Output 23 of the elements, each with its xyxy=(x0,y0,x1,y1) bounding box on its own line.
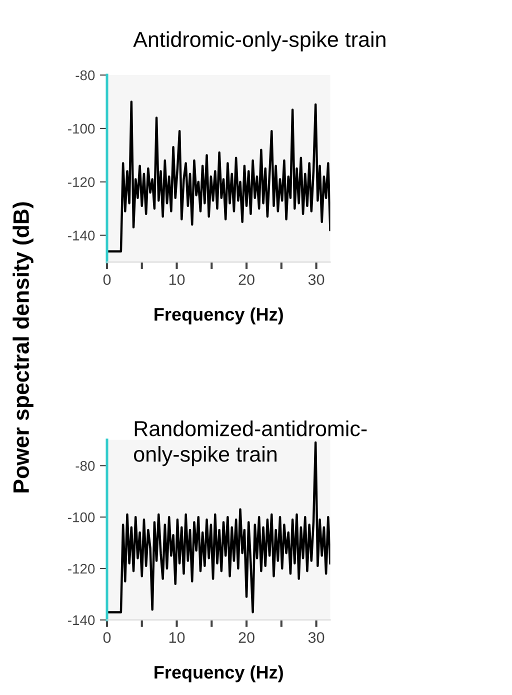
chart-title: Randomized-antidromic- only-spike train xyxy=(134,420,367,466)
x-tick-label: 0 xyxy=(103,274,111,286)
y-tick-label: -80 xyxy=(76,460,95,471)
x-tick-label: 20 xyxy=(238,632,254,643)
x-tick-label: 10 xyxy=(169,632,185,643)
y-tick-label: -120 xyxy=(68,564,95,574)
line-series xyxy=(107,441,330,614)
y-tick-label: -100 xyxy=(68,512,95,522)
x-tick-label: 0 xyxy=(103,632,111,643)
line-series xyxy=(107,100,330,252)
y-tick-label: -100 xyxy=(68,124,95,134)
x-tick-label: 30 xyxy=(308,632,324,643)
y-tick-label: -120 xyxy=(68,177,95,188)
x-tick-label: 20 xyxy=(238,274,254,286)
x-tick-label: 30 xyxy=(308,274,324,286)
y-tick-label: -140 xyxy=(68,230,95,240)
y-tick-label: -80 xyxy=(76,70,95,80)
x-tick-label: 10 xyxy=(169,274,185,286)
y-axis-title: Power spectral density (dB) xyxy=(12,202,34,492)
y-tick-label: -140 xyxy=(68,615,95,626)
x-axis-title: Frequency (Hz) xyxy=(154,308,283,324)
chart-title: Antidromic-only-spike train xyxy=(133,31,386,52)
x-axis-title: Frequency (Hz) xyxy=(154,665,283,682)
